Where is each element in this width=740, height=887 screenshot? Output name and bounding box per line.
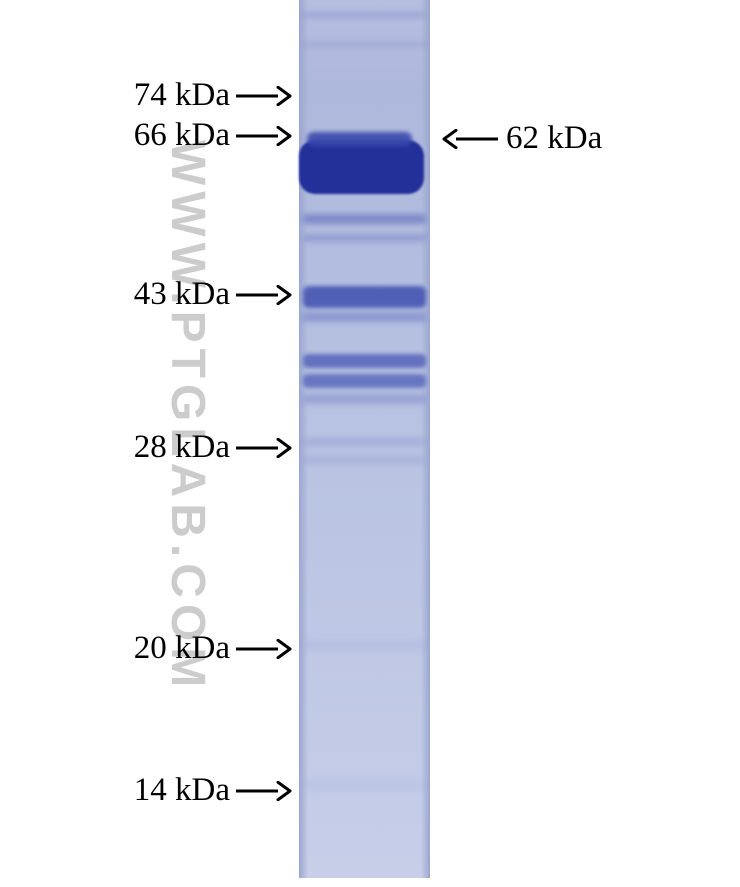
ladder-marker: 74 kDa: [0, 74, 292, 117]
ladder-marker: 28 kDa: [0, 426, 292, 469]
watermark-text: WWW.PTGLAB.COM: [160, 140, 215, 693]
arrow-right-icon: [236, 438, 292, 458]
gel-band: [299, 140, 424, 194]
gel-band: [303, 456, 426, 464]
arrow-right-icon: [236, 86, 292, 106]
arrow-right-icon: [236, 781, 292, 801]
ladder-marker-text: 28 kDa: [134, 429, 230, 466]
ladder-marker: 14 kDa: [0, 769, 292, 812]
ladder-marker-text: 66 kDa: [134, 117, 230, 154]
gel-band: [303, 12, 426, 18]
gel-band: [303, 42, 426, 47]
gel-band: [303, 354, 426, 368]
gel-band: [303, 214, 426, 224]
target-band-label: 62 kDa: [442, 120, 602, 157]
ladder-marker: 66 kDa: [0, 114, 292, 157]
gel-band: [303, 640, 426, 650]
arrow-right-icon: [236, 285, 292, 305]
ladder-marker-text: 74 kDa: [134, 77, 230, 114]
gel-band: [303, 780, 426, 790]
ladder-marker: 20 kDa: [0, 627, 292, 670]
gel-lane: [299, 0, 430, 878]
gel-band: [303, 438, 426, 446]
ladder-marker-text: 43 kDa: [134, 276, 230, 313]
ladder-marker-text: 20 kDa: [134, 630, 230, 667]
gel-band: [307, 132, 412, 146]
arrow-left-icon: [442, 129, 498, 149]
gel-band: [303, 286, 426, 308]
ladder-marker-text: 14 kDa: [134, 772, 230, 809]
gel-band: [303, 312, 426, 322]
gel-band: [303, 234, 426, 242]
gel-band: [303, 374, 426, 388]
gel-image-canvas: WWW.PTGLAB.COM 74 kDa 66 kDa 43 kDa 28 k…: [0, 0, 740, 887]
arrow-right-icon: [236, 126, 292, 146]
target-band-text: 62 kDa: [506, 120, 602, 157]
gel-band: [303, 394, 426, 404]
ladder-marker: 43 kDa: [0, 273, 292, 316]
arrow-right-icon: [236, 639, 292, 659]
